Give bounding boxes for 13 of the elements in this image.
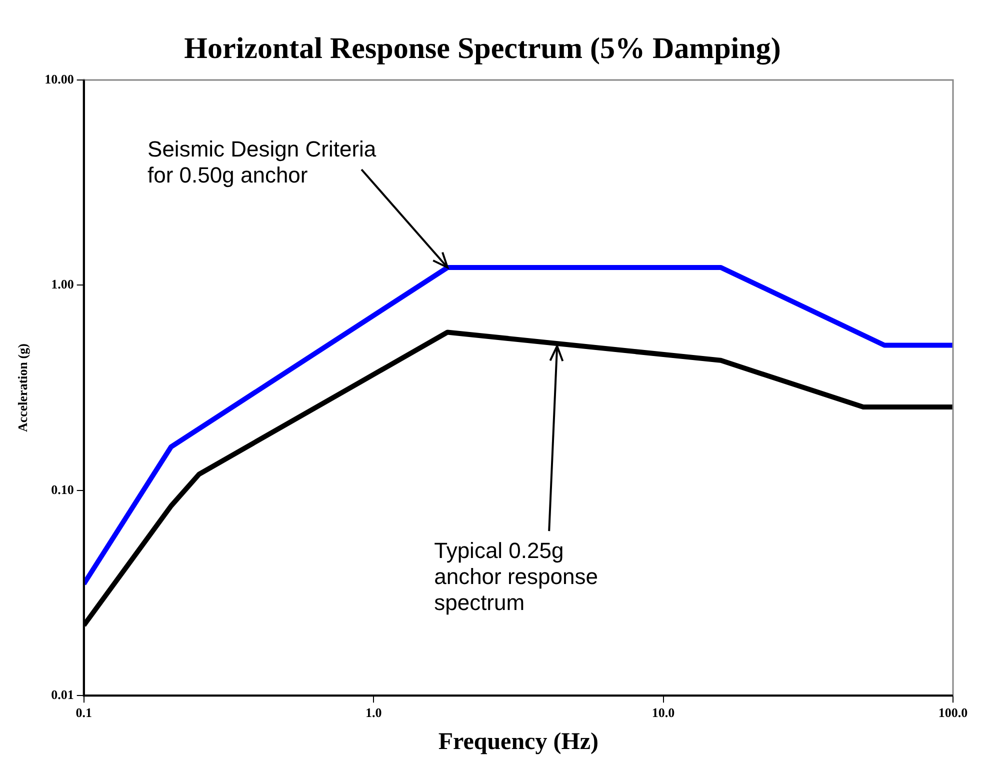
x-tick-label: 0.1: [76, 704, 92, 720]
annotation: Typical 0.25g anchor response spectrum: [434, 538, 598, 616]
y-tick-label: 0.10: [51, 482, 74, 497]
annotation: Seismic Design Criteria for 0.50g anchor: [148, 136, 377, 188]
x-tick-label: 1.0: [365, 704, 382, 720]
x-axis-title: Frequency (Hz): [438, 728, 599, 755]
x-tick-label: 100.0: [938, 704, 968, 720]
y-tick-label: 0.01: [51, 686, 74, 702]
y-axis-title: Acceleration (g): [15, 344, 30, 432]
y-tick-label: 1.00: [51, 276, 74, 292]
chart-title: Horizontal Response Spectrum (5% Damping): [184, 32, 781, 65]
y-tick-label: 10.00: [44, 71, 74, 86]
x-tick-label: 10.0: [652, 704, 675, 720]
